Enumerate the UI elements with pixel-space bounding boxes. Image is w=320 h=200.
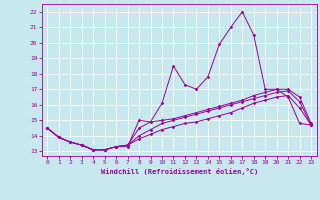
X-axis label: Windchill (Refroidissement éolien,°C): Windchill (Refroidissement éolien,°C) [100,168,258,175]
